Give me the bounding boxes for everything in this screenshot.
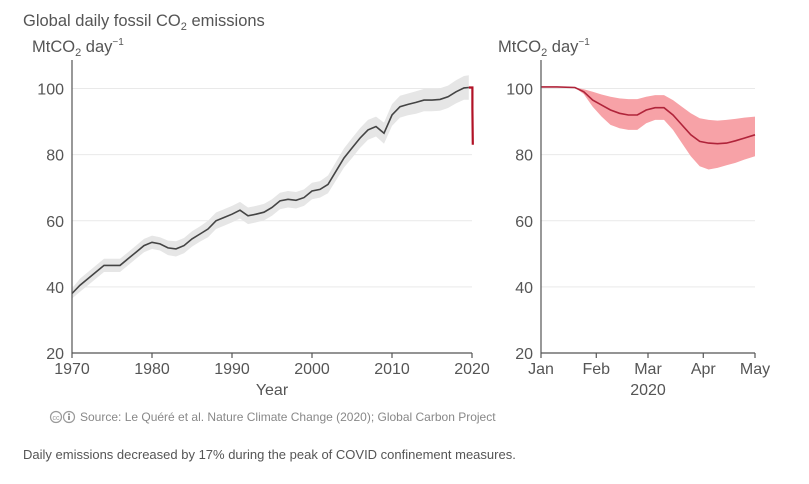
right-unit-label: MtCO2 day−1 xyxy=(498,37,590,59)
right-x-axis-label: 2020 xyxy=(630,382,666,399)
right-x-tick-label: Jan xyxy=(528,361,554,378)
right-y-tick-label: 80 xyxy=(515,148,533,165)
right-uncertainty-band xyxy=(541,86,755,170)
left-y-tick-label: 40 xyxy=(46,280,64,297)
left-x-tick-label: 2000 xyxy=(294,361,330,378)
left-x-tick-label: 1980 xyxy=(134,361,170,378)
right-y-tick-label: 100 xyxy=(506,82,533,99)
left-x-tick-label: 1990 xyxy=(214,361,250,378)
left-emissions-line xyxy=(71,86,469,295)
source-credit: cc Source: Le Quéré et al. Nature Climat… xyxy=(49,410,496,424)
left-unit-label: MtCO2 day−1 xyxy=(32,37,124,59)
figure-caption: Daily emissions decreased by 17% during … xyxy=(23,447,516,462)
left-x-tick-label: 2020 xyxy=(454,361,490,378)
figure-title: Global daily fossil CO2 emissions xyxy=(23,12,265,33)
left-2020-drop-line xyxy=(468,86,474,145)
left-x-axis-label: Year xyxy=(256,382,289,399)
right-x-tick-label: Feb xyxy=(582,361,610,378)
right-x-tick-label: Mar xyxy=(634,361,662,378)
left-axes: 20 40 60 80 100 1970 1980 1990 2000 2010 2020 xyxy=(37,60,490,378)
right-y-tick-label: 40 xyxy=(515,280,533,297)
source-text: Source: Le Quéré et al. Nature Climate C… xyxy=(80,410,496,424)
left-x-tick-label: 1970 xyxy=(54,361,90,378)
right-x-tick-label: May xyxy=(740,361,770,378)
annual-emissions-chart: 20 40 60 80 100 1970 1980 1990 2000 2010 2020 Year xyxy=(37,60,490,399)
figure-canvas: Global daily fossil CO2 emissions MtCO2 … xyxy=(23,12,770,424)
right-axes: 20 40 60 80 100 Jan Feb Mar Apr May xyxy=(506,60,770,378)
right-y-tick-label: 20 xyxy=(515,346,533,363)
right-y-tick-label: 60 xyxy=(515,214,533,231)
svg-text:cc: cc xyxy=(53,415,61,422)
left-y-tick-label: 60 xyxy=(46,214,64,231)
left-uncertainty-band xyxy=(72,75,469,299)
daily-2020-emissions-chart: 20 40 60 80 100 Jan Feb Mar Apr May 2020 xyxy=(506,60,770,399)
right-x-tick-label: Apr xyxy=(691,361,717,378)
left-gridlines xyxy=(72,88,472,288)
left-x-tick-label: 2010 xyxy=(374,361,410,378)
left-y-tick-label: 80 xyxy=(46,148,64,165)
left-y-tick-label: 100 xyxy=(37,82,64,99)
left-y-tick-label: 20 xyxy=(46,346,64,363)
right-emissions-line xyxy=(541,86,756,145)
cc-by-icons: cc xyxy=(49,410,76,424)
